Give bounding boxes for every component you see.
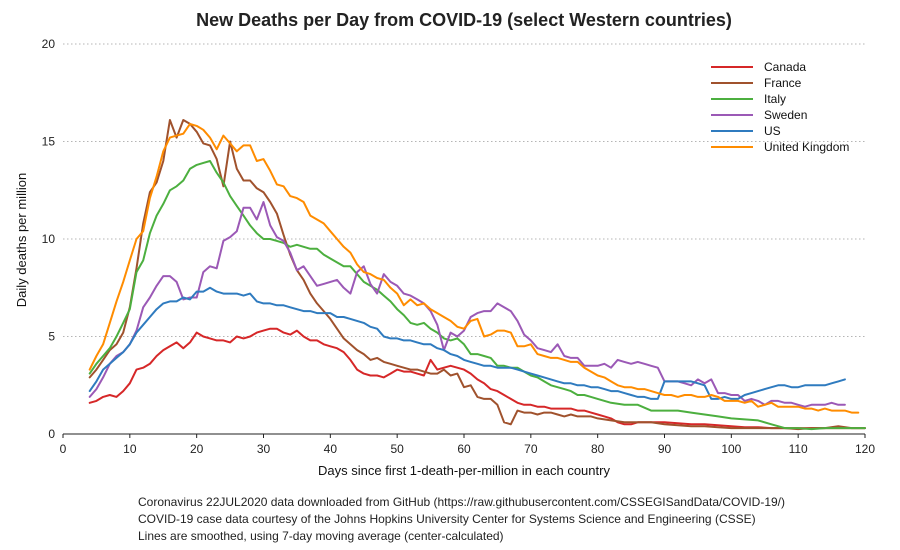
series-line-us [88, 286, 846, 400]
x-tick-label: 120 [855, 442, 875, 456]
x-tick-label: 20 [190, 442, 204, 456]
x-tick-label: 60 [457, 442, 471, 456]
legend: Canada France Italy Sweden US United Kingdom [711, 60, 849, 154]
series-line-italy [88, 160, 866, 431]
y-tick-label: 20 [42, 37, 56, 51]
series-line-united-kingdom [88, 122, 860, 414]
legend-label-france: France [764, 76, 802, 90]
x-tick-label: 0 [60, 442, 67, 456]
series-line-canada [88, 327, 866, 430]
legend-label-united-kingdom: United Kingdom [764, 140, 849, 154]
legend-label-italy: Italy [764, 92, 786, 106]
x-tick-label: 100 [721, 442, 741, 456]
x-tick-label: 110 [789, 442, 808, 456]
x-tick-label: 80 [591, 442, 605, 456]
y-tick-label: 5 [48, 330, 55, 344]
axes [62, 433, 866, 438]
legend-label-us: US [764, 124, 781, 138]
x-tick-label: 40 [324, 442, 338, 456]
legend-label-canada: Canada [764, 60, 806, 74]
footnote-source: Coronavirus 22JUL2020 data downloaded fr… [138, 495, 785, 509]
y-tick-label: 15 [42, 135, 56, 149]
x-axis-label: Days since first 1-death-per-million in … [318, 463, 610, 478]
y-axis-label: Daily deaths per million [14, 173, 29, 307]
series-line-france [88, 119, 866, 431]
footnotes: Coronavirus 22JUL2020 data downloaded fr… [138, 494, 785, 545]
y-tick-label: 0 [48, 427, 55, 441]
footnote-credit: COVID-19 case data courtesy of the Johns… [138, 512, 756, 526]
grid-lines [63, 43, 865, 337]
x-tick-label: 30 [257, 442, 271, 456]
footnote-method: Lines are smoothed, using 7-day moving a… [138, 529, 504, 543]
chart-title: New Deaths per Day from COVID-19 (select… [196, 10, 732, 30]
y-tick-label: 10 [42, 232, 56, 246]
line-chart: New Deaths per Day from COVID-19 (select… [14, 10, 876, 478]
x-tick-label: 50 [390, 442, 404, 456]
series-lines [88, 119, 866, 431]
tick-labels: 0 10 20 30 40 50 60 70 80 90 100 110 120 0 5 10 15 20 [42, 37, 876, 456]
x-tick-label: 70 [524, 442, 538, 456]
legend-label-sweden: Sweden [764, 108, 807, 122]
x-tick-label: 90 [658, 442, 672, 456]
series-line-sweden [88, 201, 846, 408]
x-tick-label: 10 [123, 442, 137, 456]
